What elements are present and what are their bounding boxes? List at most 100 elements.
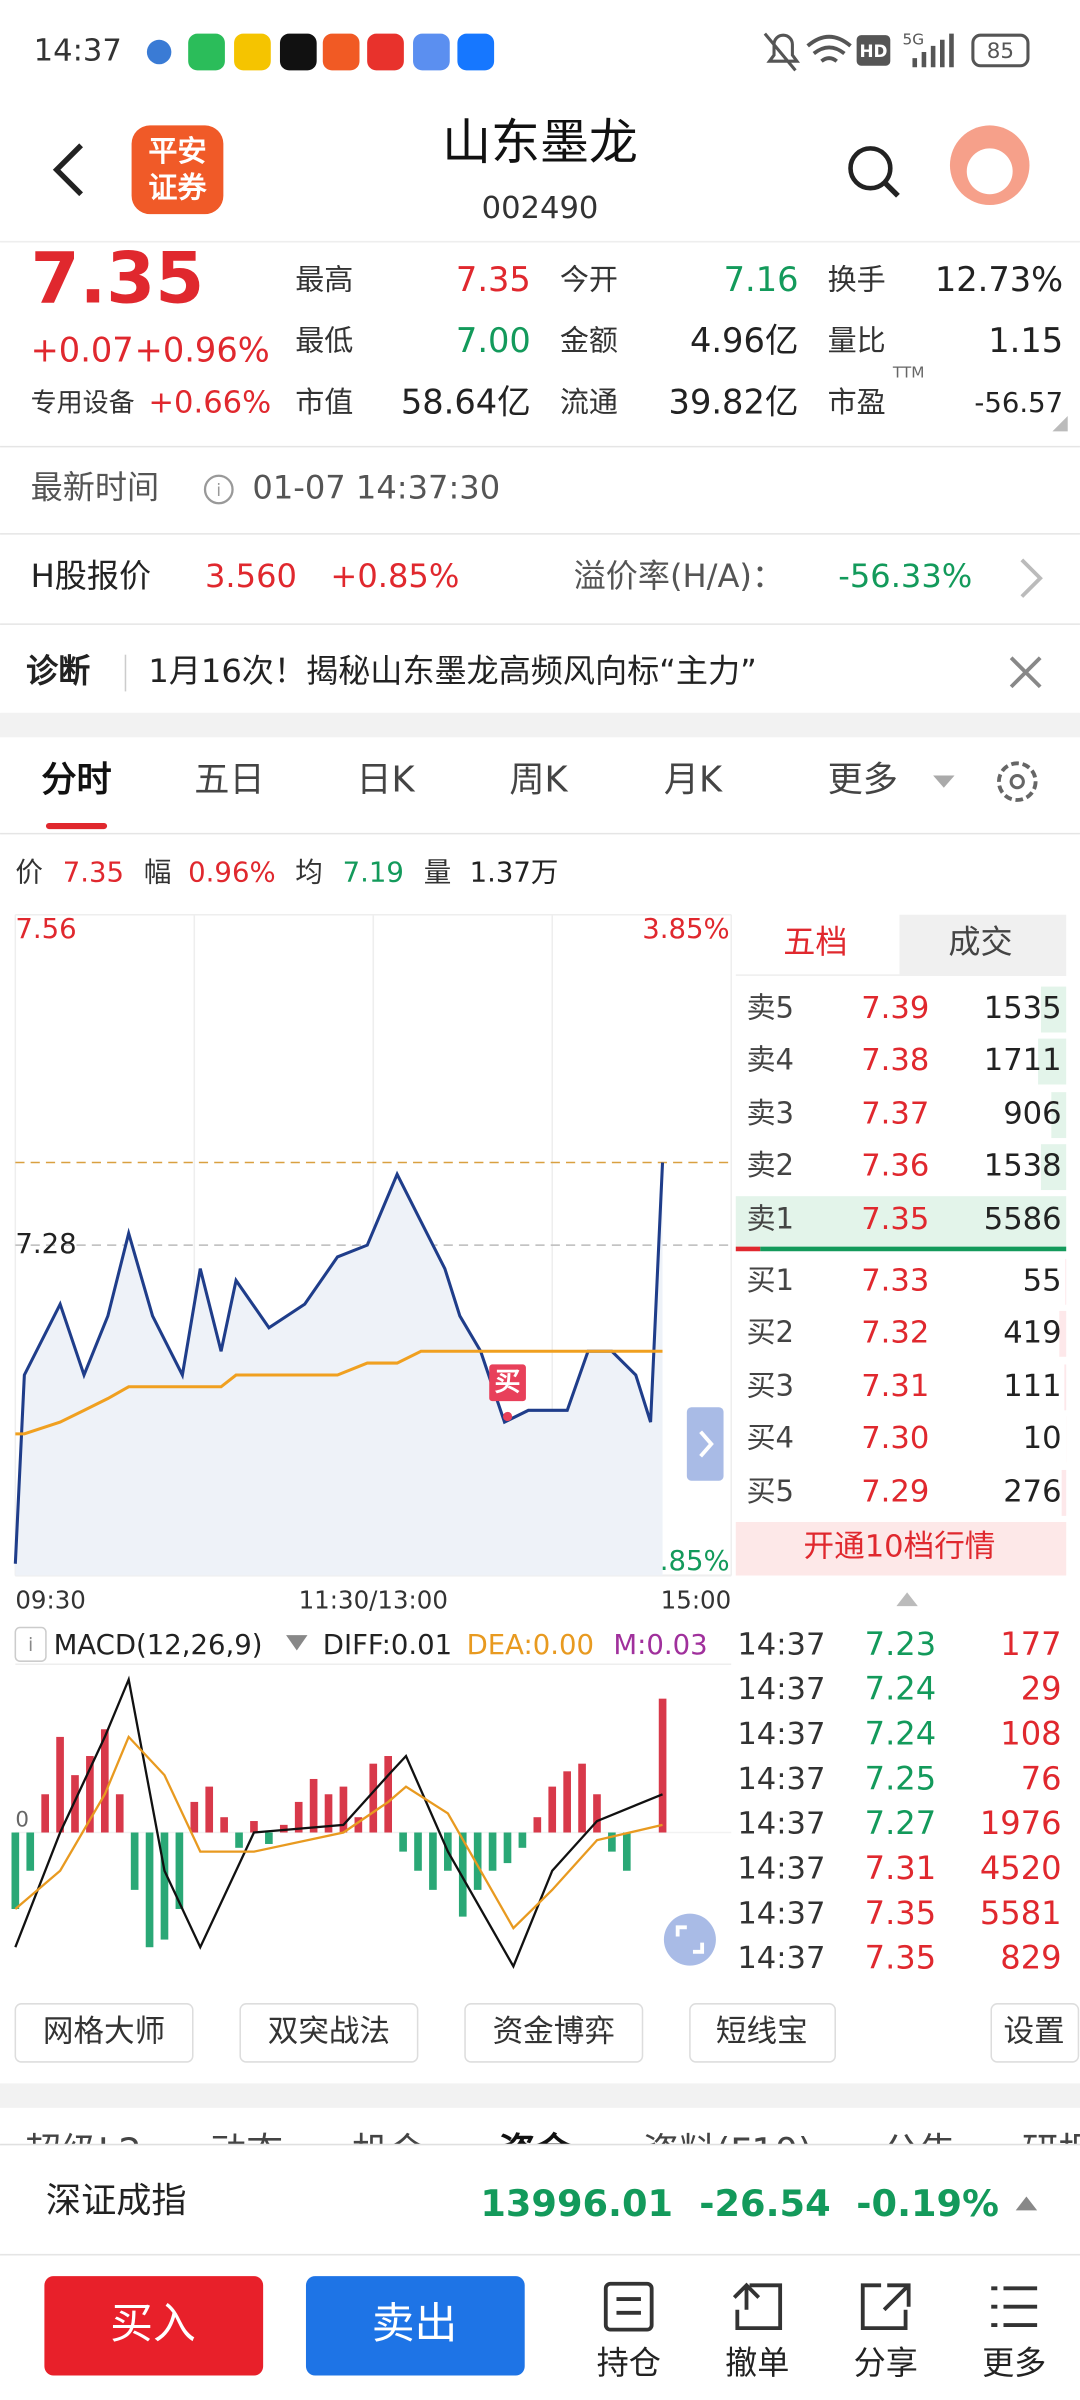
nav-label[interactable]: 撤单 <box>725 2344 789 2382</box>
upgrade-bg[interactable] <box>735 1521 1067 1576</box>
dropdown[interactable] <box>933 775 955 788</box>
info-value: 7.19 <box>343 856 404 888</box>
nav-label[interactable]: 分享 <box>854 2344 918 2382</box>
tool-label[interactable]: 网格大师 <box>43 2014 165 2049</box>
tool-label[interactable]: 资金博弈 <box>493 2014 615 2049</box>
sell-button[interactable] <box>305 2276 525 2376</box>
macd-bar <box>71 1775 79 1833</box>
trade-volume: 4520 <box>980 1849 1062 1887</box>
settings-button[interactable] <box>996 761 1038 802</box>
trade-volume: 76 <box>1021 1759 1062 1797</box>
chart-tab[interactable]: 日K <box>356 760 415 801</box>
collapse-arrow[interactable] <box>896 1592 918 1607</box>
zoom-button[interactable] <box>663 1913 716 1966</box>
macd-bar <box>11 1832 20 1909</box>
tool-button[interactable] <box>239 2003 419 2063</box>
volume-bar <box>1064 1364 1067 1411</box>
back-button[interactable] <box>52 143 84 197</box>
level-volume: 276 <box>1003 1474 1061 1509</box>
row-label: H股报价 <box>31 557 151 595</box>
stock-code: 002490 <box>482 191 599 226</box>
signal-icon <box>912 33 954 68</box>
macd-bar <box>533 1817 542 1833</box>
y-tick-label: 7.28 <box>15 1228 76 1260</box>
tool-label[interactable]: 双突战法 <box>268 2014 390 2049</box>
row-label: 最新时间 <box>31 468 159 506</box>
nav-label[interactable]: 持仓 <box>597 2344 661 2382</box>
nav-label[interactable]: 更多 <box>982 2344 1046 2382</box>
stat-label: 金额 <box>560 324 618 358</box>
book-tab[interactable]: 五档 <box>783 923 847 961</box>
trade-time: 14:37 <box>737 1807 825 1842</box>
book-tab[interactable]: 成交 <box>948 923 1012 961</box>
divider <box>735 974 1067 976</box>
close-button[interactable] <box>1009 656 1042 689</box>
level-label: 买2 <box>747 1315 795 1349</box>
info-box[interactable] <box>14 1626 47 1662</box>
expand-button[interactable] <box>686 1407 724 1481</box>
sell-label[interactable]: 卖出 <box>372 2299 458 2349</box>
chart-tab[interactable]: 周K <box>509 760 568 801</box>
macd-bar <box>175 1832 184 1909</box>
index-value: 13996.01 <box>480 2182 673 2225</box>
chart-tab[interactable]: 五日 <box>194 760 264 801</box>
tool-label[interactable]: 设置 <box>1003 2014 1064 2049</box>
macd-bar <box>86 1756 94 1833</box>
pct-label: 3.85% <box>642 913 729 945</box>
level-price: 7.32 <box>861 1315 929 1350</box>
level-volume: 111 <box>1003 1369 1061 1404</box>
stat-label: 市盈 <box>828 385 886 419</box>
sub-tab[interactable]: 资金 <box>499 2130 573 2173</box>
info-label: 均 <box>295 856 323 888</box>
sub-tab[interactable]: 研报 <box>1022 2130 1080 2173</box>
sub-tab[interactable]: 资料(F10) <box>642 2130 812 2173</box>
search-button[interactable] <box>848 146 893 191</box>
nav-icon <box>732 2282 783 2331</box>
hd-label: HD <box>859 41 887 61</box>
battery-level: 85 <box>987 39 1014 64</box>
buy-button[interactable] <box>44 2276 264 2376</box>
index-bar[interactable] <box>0 2144 1080 2255</box>
tool-button[interactable] <box>14 2003 194 2063</box>
macd-bar <box>503 1832 512 1864</box>
sub-tab[interactable]: 机会 <box>352 2130 425 2173</box>
info-label: 量 <box>424 856 452 888</box>
level-label: 买5 <box>747 1474 795 1508</box>
info-icon[interactable] <box>203 474 234 505</box>
spread-bar <box>735 1246 761 1252</box>
tool-button[interactable] <box>990 2003 1080 2063</box>
macd-bar <box>26 1832 35 1871</box>
tool-button[interactable] <box>464 2003 644 2063</box>
chart-tab[interactable]: 更多 <box>828 760 898 801</box>
expand-arrow[interactable] <box>1015 2196 1038 2211</box>
upgrade-link[interactable]: 开通10档行情 <box>804 1529 996 1564</box>
macd-label: MACD(12,26,9) <box>54 1629 263 1661</box>
trade-time: 14:37 <box>737 1627 825 1662</box>
sub-tab[interactable]: 超级L2 <box>25 2130 142 2173</box>
wifi-icon <box>806 34 852 63</box>
chevron[interactable] <box>1020 558 1043 598</box>
app-icon <box>188 33 225 71</box>
chart-tab[interactable]: 月K <box>664 760 723 801</box>
macd-bar <box>190 1801 199 1833</box>
macd-bar <box>309 1778 318 1833</box>
chart-tab[interactable]: 分时 <box>41 760 111 801</box>
macd-bar <box>429 1832 437 1890</box>
buy-label[interactable]: 买入 <box>110 2299 196 2349</box>
trade-time: 14:37 <box>737 1941 825 1976</box>
sub-tab[interactable]: 动态 <box>210 2130 283 2173</box>
sub-tab[interactable]: 公告 <box>883 2130 956 2173</box>
trade-volume: 108 <box>1000 1715 1061 1753</box>
dropdown[interactable] <box>286 1635 308 1651</box>
tool-label[interactable]: 短线宝 <box>716 2014 808 2049</box>
macd-bar <box>593 1794 601 1833</box>
h-price: 3.560 <box>205 557 297 595</box>
app-icon <box>367 33 404 71</box>
info-value: 1.37万 <box>470 856 559 888</box>
change: +0.07 <box>31 330 134 369</box>
zoom-glyph <box>675 1925 705 1954</box>
level-price: 7.33 <box>861 1263 929 1298</box>
trade-volume: 177 <box>1000 1625 1061 1663</box>
diagnosis-text[interactable]: 1月16次！揭秘山东墨龙高频风向标“主力” <box>148 652 756 690</box>
tool-button[interactable] <box>689 2003 836 2063</box>
